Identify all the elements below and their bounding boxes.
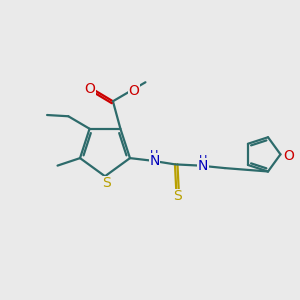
- Text: S: S: [102, 176, 111, 190]
- Text: O: O: [283, 149, 294, 164]
- Text: N: N: [198, 159, 208, 173]
- Text: O: O: [84, 82, 95, 96]
- Text: N: N: [149, 154, 160, 168]
- Text: H: H: [199, 155, 207, 165]
- Text: S: S: [173, 189, 182, 203]
- Text: O: O: [128, 83, 139, 98]
- Text: H: H: [150, 150, 159, 160]
